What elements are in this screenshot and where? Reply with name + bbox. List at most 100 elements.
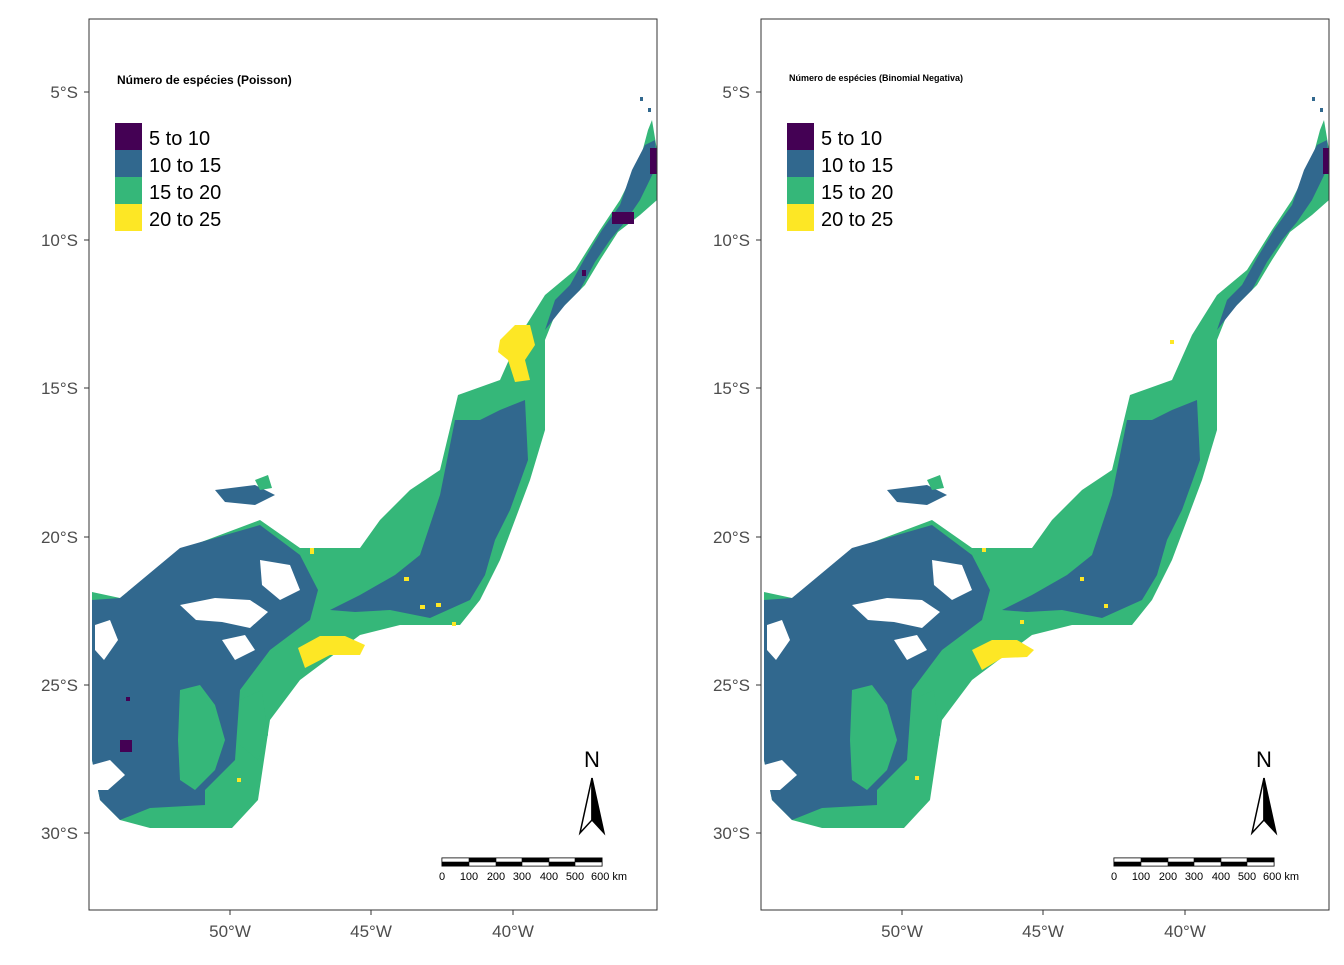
raster-cell — [452, 622, 456, 626]
legend-swatch — [115, 204, 142, 231]
legend-swatch — [787, 123, 814, 150]
raster-region — [545, 140, 657, 330]
raster-region — [912, 690, 940, 760]
raster-region — [972, 640, 1034, 670]
raster-region — [95, 620, 118, 660]
species-raster-layer — [764, 97, 1329, 828]
raster-cell — [982, 548, 986, 552]
scale-bar: 0 100 200 300 400 500 600 km — [1111, 857, 1299, 883]
x-tick-label: 40°W — [492, 922, 534, 941]
raster-cell — [915, 776, 919, 780]
legend-swatch — [115, 177, 142, 204]
raster-region — [852, 598, 940, 628]
raster-region — [927, 475, 944, 490]
raster-cell — [1312, 97, 1315, 101]
x-axis: 50°W 45°W 40°W — [209, 910, 534, 941]
y-tick-label: 5°S — [722, 83, 750, 102]
scale-label: 100 — [1132, 871, 1150, 883]
scale-label: 600 km — [1263, 871, 1299, 883]
scale-label: 300 — [513, 871, 531, 883]
raster-region — [255, 475, 272, 490]
raster-cell — [310, 548, 314, 554]
north-arrow-icon: N — [1250, 747, 1278, 836]
scale-bar: 0 100 200 300 400 500 600 km — [439, 857, 627, 883]
raster-region — [92, 760, 125, 790]
north-label: N — [1256, 747, 1272, 772]
x-axis: 50°W 45°W 40°W — [881, 910, 1206, 941]
raster-region — [932, 560, 972, 600]
y-tick-label: 20°S — [41, 528, 78, 547]
raster-cell — [1170, 340, 1174, 344]
legend-swatch — [115, 150, 142, 177]
scale-label: 0 — [439, 871, 445, 883]
scale-label: 200 — [487, 871, 505, 883]
y-axis: 5°S 10°S 15°S 20°S 25°S 30°S — [713, 83, 761, 843]
legend-label: 10 to 15 — [149, 155, 221, 177]
map-panel-negative-binomial: 5°S 10°S 15°S 20°S 25°S 30°S 50°W 45°W 4… — [672, 0, 1344, 960]
raster-cell — [612, 212, 634, 224]
legend-swatch — [787, 150, 814, 177]
raster-cell — [1320, 108, 1323, 112]
scale-label: 400 — [540, 871, 558, 883]
map-svg-negative-binomial: 5°S 10°S 15°S 20°S 25°S 30°S 50°W 45°W 4… — [713, 18, 1330, 941]
raster-cell — [126, 697, 130, 701]
legend: Número de espécies (Poisson) 5 to 10 10 … — [115, 73, 292, 231]
legend-label: 20 to 25 — [821, 209, 893, 231]
x-tick-label: 50°W — [209, 922, 251, 941]
legend-title: Número de espécies (Binomial Negativa) — [789, 73, 963, 83]
raster-region — [1217, 140, 1329, 330]
raster-region — [498, 325, 535, 382]
legend-label: 5 to 10 — [821, 128, 882, 150]
scale-label: 300 — [1185, 871, 1203, 883]
y-tick-label: 10°S — [713, 231, 750, 250]
y-tick-label: 15°S — [713, 379, 750, 398]
raster-cell — [1323, 148, 1329, 174]
x-tick-label: 45°W — [350, 922, 392, 941]
legend-label: 5 to 10 — [149, 128, 210, 150]
raster-region — [260, 560, 300, 600]
raster-region — [894, 635, 927, 660]
raster-cell — [648, 108, 651, 112]
y-tick-label: 25°S — [713, 676, 750, 695]
raster-cell — [650, 148, 657, 174]
plot-frame — [88, 18, 658, 911]
scale-label: 200 — [1159, 871, 1177, 883]
raster-region — [222, 635, 255, 660]
scale-label: 500 — [566, 871, 584, 883]
legend-label: 10 to 15 — [821, 155, 893, 177]
y-tick-label: 25°S — [41, 676, 78, 695]
y-tick-label: 15°S — [41, 379, 78, 398]
north-arrow-icon: N — [578, 747, 606, 836]
raster-region — [850, 685, 897, 790]
legend: Número de espécies (Binomial Negativa) 5… — [787, 73, 963, 231]
raster-region — [767, 620, 790, 660]
scale-label: 0 — [1111, 871, 1117, 883]
raster-cell — [1080, 577, 1084, 581]
x-tick-label: 40°W — [1164, 922, 1206, 941]
x-tick-label: 45°W — [1022, 922, 1064, 941]
raster-cell — [404, 577, 409, 581]
legend-swatch — [787, 177, 814, 204]
legend-title: Número de espécies (Poisson) — [117, 73, 292, 87]
raster-region — [240, 690, 268, 760]
legend-swatch — [787, 204, 814, 231]
raster-region — [1002, 400, 1200, 618]
north-label: N — [584, 747, 600, 772]
scale-label: 500 — [1238, 871, 1256, 883]
y-tick-label: 20°S — [713, 528, 750, 547]
raster-region — [178, 685, 225, 790]
scale-label: 400 — [1212, 871, 1230, 883]
raster-cell — [1104, 604, 1108, 608]
legend-label: 15 to 20 — [149, 182, 221, 204]
plot-frame — [760, 18, 1330, 911]
legend-label: 15 to 20 — [821, 182, 893, 204]
raster-cell — [237, 778, 241, 782]
x-tick-label: 50°W — [881, 922, 923, 941]
y-tick-label: 30°S — [713, 824, 750, 843]
raster-cell — [582, 270, 586, 276]
y-axis: 5°S 10°S 15°S 20°S 25°S 30°S — [41, 83, 89, 843]
raster-region — [764, 525, 990, 820]
y-tick-label: 5°S — [50, 83, 78, 102]
scale-label: 600 km — [591, 871, 627, 883]
raster-region — [92, 525, 318, 820]
